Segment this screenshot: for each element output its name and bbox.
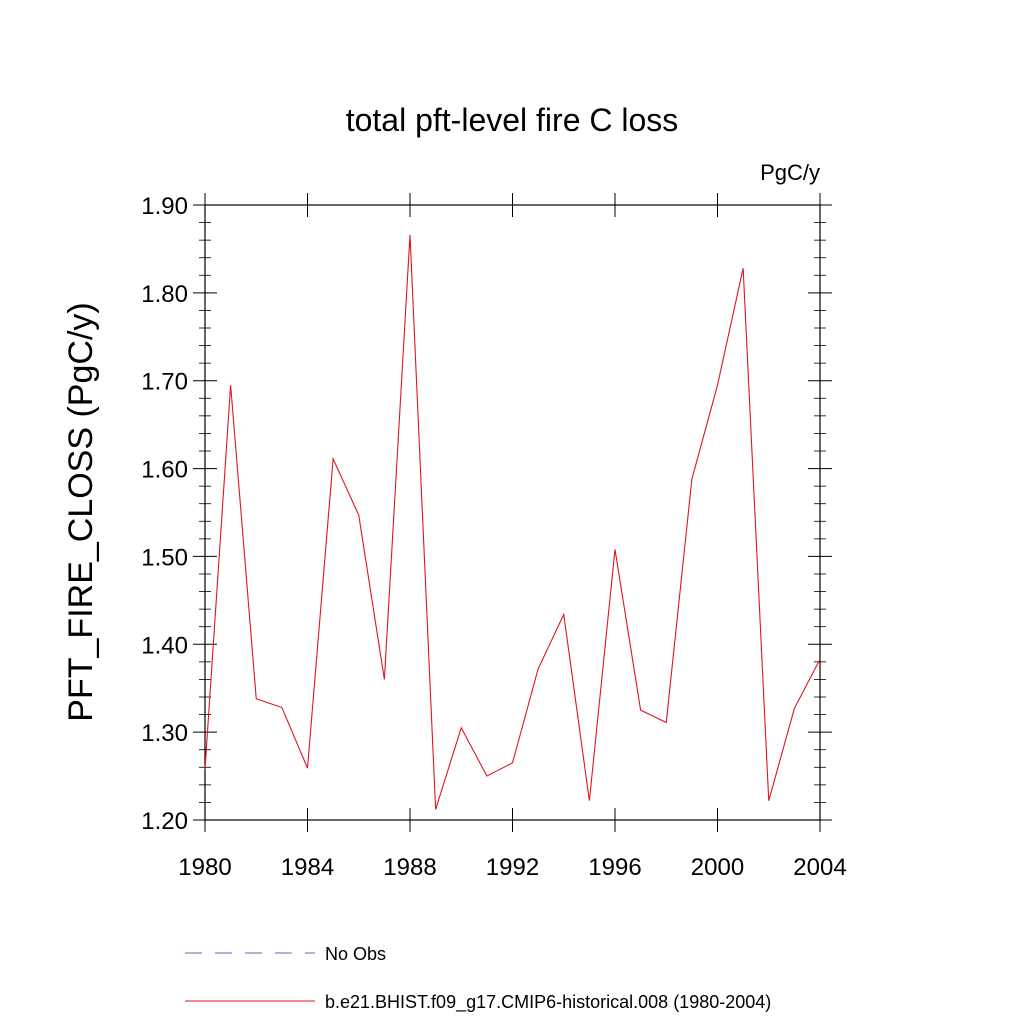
x-tick-label: 2000 — [691, 854, 744, 881]
y-tick-label: 1.70 — [141, 369, 188, 396]
series-layer — [204, 234, 821, 810]
y-tick-label: 1.30 — [141, 720, 188, 747]
y-tick-label: 1.20 — [141, 808, 188, 835]
axis-ticks — [193, 193, 832, 832]
chart-title: total pft-level fire C loss — [346, 102, 679, 138]
legend: No Obs b.e21.BHIST.f09_g17.CMIP6-histori… — [185, 944, 771, 1013]
x-tick-labels: 1980 1984 1988 1992 1996 2000 2004 — [178, 854, 846, 881]
y-tick-labels: 1.20 1.30 1.40 1.50 1.60 1.70 1.80 1.90 — [141, 193, 188, 835]
plot-frame — [204, 204, 821, 821]
x-tick-label: 1996 — [588, 854, 641, 881]
legend-label-model: b.e21.BHIST.f09_g17.CMIP6-historical.008… — [325, 992, 771, 1013]
y-tick-label: 1.40 — [141, 632, 188, 659]
x-tick-label: 1984 — [281, 854, 334, 881]
series-line-model — [204, 234, 821, 810]
units-label: PgC/y — [760, 160, 820, 185]
y-axis-label: PFT_FIRE_CLOSS (PgC/y) — [62, 302, 100, 721]
y-tick-label: 1.50 — [141, 544, 188, 571]
y-tick-label: 1.80 — [141, 281, 188, 308]
x-tick-label: 1992 — [486, 854, 539, 881]
x-tick-label: 1988 — [383, 854, 436, 881]
x-tick-label: 1980 — [178, 854, 231, 881]
y-tick-label: 1.90 — [141, 193, 188, 220]
x-tick-label: 2004 — [793, 854, 846, 881]
y-tick-label: 1.60 — [141, 457, 188, 484]
legend-label-no-obs: No Obs — [325, 944, 386, 964]
